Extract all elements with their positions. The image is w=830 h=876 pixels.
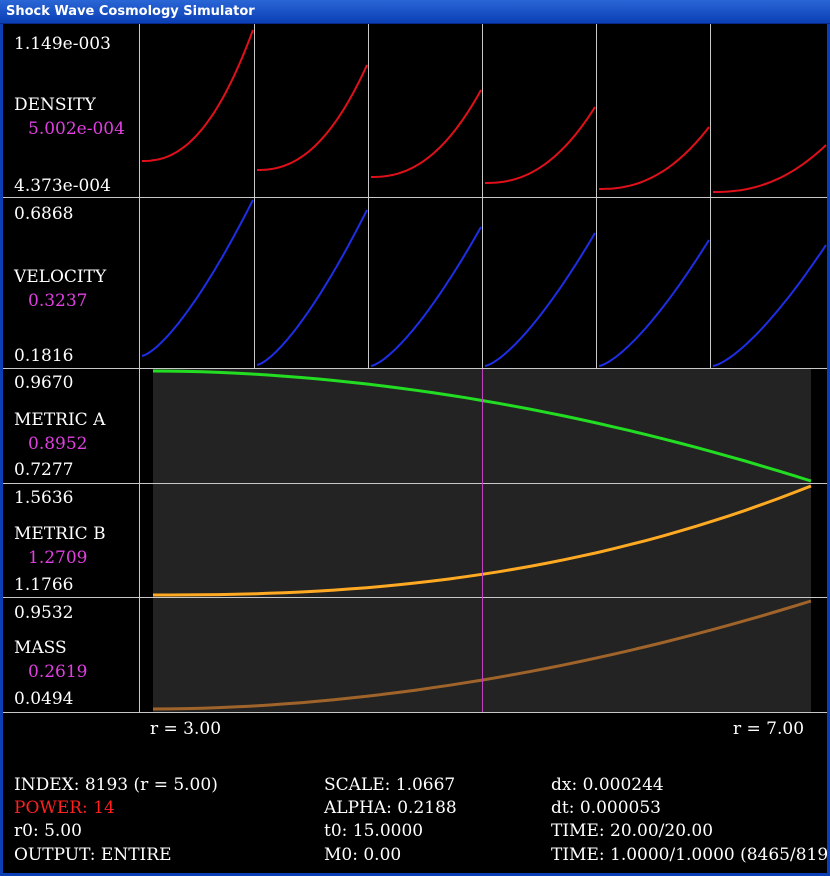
status-alpha: ALPHA: 0.2188 bbox=[324, 798, 457, 818]
window-border-bottom bbox=[0, 873, 830, 876]
metric-b-current: 1.2709 bbox=[28, 548, 88, 568]
r-axis-end: r = 7.00 bbox=[733, 719, 805, 739]
mass-label: MASS bbox=[14, 638, 67, 658]
velocity-curve-2 bbox=[256, 209, 368, 366]
metric-a-current: 0.8952 bbox=[28, 434, 88, 454]
window-border-left bbox=[0, 24, 3, 876]
status-dt: dt: 0.000053 bbox=[551, 798, 661, 818]
velocity-curve-3 bbox=[370, 226, 482, 367]
window-border-right bbox=[827, 24, 830, 876]
status-time-ratio: TIME: 1.0000/1.0000 (8465/8192) bbox=[551, 847, 827, 864]
density-curve-5 bbox=[599, 126, 710, 190]
status-index: INDEX: 8193 (r = 5.00) bbox=[14, 775, 218, 795]
velocity-curve-5 bbox=[598, 239, 710, 367]
mass-min: 0.0494 bbox=[14, 689, 74, 709]
status-t0: t0: 15.0000 bbox=[324, 821, 424, 841]
density-curves bbox=[142, 29, 827, 193]
metric-a-min: 0.7277 bbox=[14, 460, 74, 480]
density-label: DENSITY bbox=[14, 95, 96, 115]
mass-max: 0.9532 bbox=[14, 603, 74, 623]
window-title: Shock Wave Cosmology Simulator bbox=[6, 4, 255, 19]
velocity-label: VELOCITY bbox=[14, 267, 107, 287]
velocity-current: 0.3237 bbox=[28, 291, 88, 311]
density-max: 1.149e-003 bbox=[14, 34, 111, 54]
metric-a-label: METRIC A bbox=[14, 410, 106, 430]
mass-current: 0.2619 bbox=[28, 662, 88, 682]
density-curve-4 bbox=[485, 106, 596, 184]
status-power: POWER: 14 bbox=[14, 798, 115, 818]
velocity-min: 0.1816 bbox=[14, 346, 74, 366]
status-time: TIME: 20.00/20.00 bbox=[551, 821, 714, 841]
title-bar[interactable]: Shock Wave Cosmology Simulator bbox=[0, 0, 830, 24]
velocity-curve-6 bbox=[712, 244, 827, 367]
metric-b-max: 1.5636 bbox=[14, 488, 74, 508]
density-curve-3 bbox=[371, 89, 482, 178]
panel-grid bbox=[3, 24, 827, 713]
metric-b-label: METRIC B bbox=[14, 524, 106, 544]
velocity-curve-4 bbox=[484, 232, 596, 367]
metric-a-max: 0.9670 bbox=[14, 373, 74, 393]
velocity-curves bbox=[141, 199, 827, 367]
status-m0: M0: 0.00 bbox=[324, 845, 402, 865]
velocity-curve-1 bbox=[141, 199, 254, 357]
density-min: 4.373e-004 bbox=[14, 176, 111, 196]
density-current: 5.002e-004 bbox=[28, 119, 125, 139]
metric-b-min: 1.1766 bbox=[14, 575, 74, 595]
density-curve-2 bbox=[257, 64, 368, 171]
status-dx: dx: 0.000244 bbox=[551, 775, 664, 795]
status-output: OUTPUT: ENTIRE bbox=[14, 845, 172, 865]
density-curve-1 bbox=[142, 29, 254, 162]
status-r0: r0: 5.00 bbox=[14, 821, 82, 841]
density-curve-6 bbox=[713, 144, 827, 193]
r-axis-start: r = 3.00 bbox=[150, 719, 222, 739]
velocity-max: 0.6868 bbox=[14, 204, 74, 224]
status-scale: SCALE: 1.0667 bbox=[324, 775, 456, 795]
